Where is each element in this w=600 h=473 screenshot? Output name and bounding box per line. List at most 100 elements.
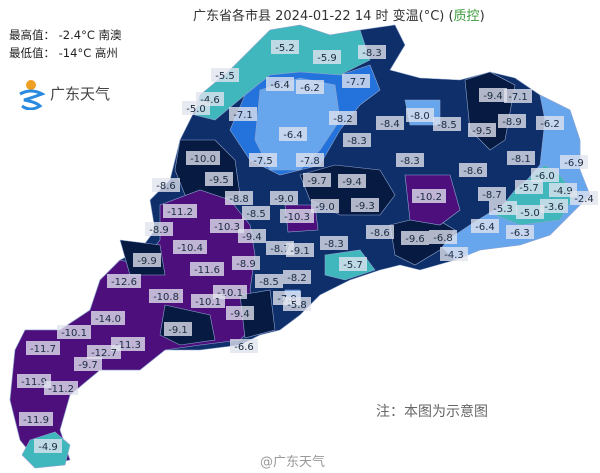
temperature-label: -9.0 <box>270 191 298 205</box>
map-title: 广东省各市县 2024-01-22 14 时 变温(°C) (质控) <box>193 5 485 24</box>
label-value: -4.6 <box>200 95 220 106</box>
label-background <box>498 114 526 128</box>
temperature-label: -5.8 <box>283 297 311 311</box>
temperature-label: -3.6 <box>540 199 568 213</box>
temperature-label: -6.6 <box>230 339 258 353</box>
label-background <box>339 257 367 271</box>
label-value: -6.8 <box>433 233 453 244</box>
label-background <box>229 107 257 121</box>
label-value: -10.8 <box>153 292 179 303</box>
label-value: -8.5 <box>437 120 457 131</box>
label-background <box>280 209 314 223</box>
label-value: -5.3 <box>493 204 513 215</box>
temperature-label: -10.1 <box>57 325 91 339</box>
label-value: -9.3 <box>355 201 375 212</box>
temperature-label: -11.9 <box>17 374 51 388</box>
temperature-label: -10.8 <box>149 289 183 303</box>
temperature-label: -11.7 <box>26 341 60 355</box>
label-value: -9.4 <box>483 91 503 102</box>
label-background <box>478 187 506 201</box>
label-value: -8.6 <box>463 166 483 177</box>
quality-control-link[interactable]: 质控 <box>453 9 480 24</box>
label-value: -5.9 <box>317 53 337 64</box>
temperature-label: -5.3 <box>489 201 517 215</box>
label-background <box>57 325 91 339</box>
label-background <box>283 270 311 284</box>
label-value: -8.8 <box>229 194 249 205</box>
title-text: 广东省各市县 2024-01-22 14 时 变温(°C) ( <box>193 9 454 24</box>
label-value: -11.3 <box>115 340 141 351</box>
label-background <box>311 199 339 213</box>
label-value: -8.3 <box>400 156 420 167</box>
label-value: -8.5 <box>259 277 279 288</box>
temperature-label: -7.7 <box>342 74 370 88</box>
label-value: -9.1 <box>290 246 310 257</box>
label-value: -6.4 <box>270 80 290 91</box>
temperature-label: -11.6 <box>190 262 224 276</box>
temperature-label: -6.4 <box>279 127 307 141</box>
temperature-label: -8.5 <box>255 274 283 288</box>
label-background <box>286 243 314 257</box>
logo-text: 广东天气 <box>50 84 111 103</box>
label-background <box>570 191 598 205</box>
temperature-label: -6.9 <box>560 155 588 169</box>
label-value: -10.1 <box>217 288 243 299</box>
label-value: -7.1 <box>233 110 253 121</box>
label-value: -12.7 <box>91 348 117 359</box>
label-background <box>152 178 180 192</box>
label-value: -9.0 <box>315 202 335 213</box>
label-value: -10.4 <box>177 243 203 254</box>
label-value: -8.5 <box>246 209 266 220</box>
label-background <box>440 247 468 261</box>
temperature-label: -9.4 <box>226 306 254 320</box>
label-background <box>412 189 446 203</box>
temperature-label: -7.1 <box>229 107 257 121</box>
temperature-label: -6.3 <box>506 225 534 239</box>
label-background <box>516 205 544 219</box>
temperature-label: -9.9 <box>133 253 161 267</box>
label-background <box>173 240 207 254</box>
label-value: -8.9 <box>502 117 522 128</box>
temperature-label: -6.2 <box>296 80 324 94</box>
label-value: -8.3 <box>362 48 382 59</box>
label-value: -10.0 <box>190 154 216 165</box>
temperature-label: -9.7 <box>74 357 102 371</box>
disclaimer-note: 注：本图为示意图 <box>376 404 488 420</box>
temperature-label: -9.4 <box>338 174 366 188</box>
label-value: -5.0 <box>520 208 540 219</box>
label-value: -8.6 <box>156 181 176 192</box>
label-value: -8.4 <box>380 119 400 130</box>
label-background <box>226 306 254 320</box>
label-value: -9.7 <box>307 176 327 187</box>
label-value: -6.3 <box>510 228 530 239</box>
temperature-label: -8.2 <box>283 270 311 284</box>
label-background <box>515 180 543 194</box>
label-background <box>406 108 434 122</box>
temperature-label: -10.3 <box>210 219 244 233</box>
temperature-label: -9.5 <box>468 123 496 137</box>
temperature-label: -9.1 <box>164 322 192 336</box>
label-background <box>338 174 366 188</box>
label-background <box>536 116 564 130</box>
title-end: ) <box>479 9 485 24</box>
label-value: -11.2 <box>167 207 193 218</box>
label-value: -10.2 <box>416 192 442 203</box>
label-background <box>17 374 51 388</box>
temperature-label: -8.2 <box>329 111 357 125</box>
label-value: -3.6 <box>544 202 564 213</box>
label-background <box>504 89 532 103</box>
label-background <box>401 231 429 245</box>
temperature-label: -8.3 <box>343 133 371 147</box>
label-background <box>303 173 331 187</box>
label-background <box>531 168 559 182</box>
label-value: -4.3 <box>444 250 464 261</box>
label-value: -9.5 <box>472 126 492 137</box>
label-value: -11.9 <box>23 415 49 426</box>
label-background <box>296 80 324 94</box>
label-background <box>205 172 233 186</box>
label-value: -5.7 <box>343 260 363 271</box>
label-background <box>232 256 260 270</box>
label-value: -9.0 <box>274 194 294 205</box>
label-background <box>91 311 125 325</box>
